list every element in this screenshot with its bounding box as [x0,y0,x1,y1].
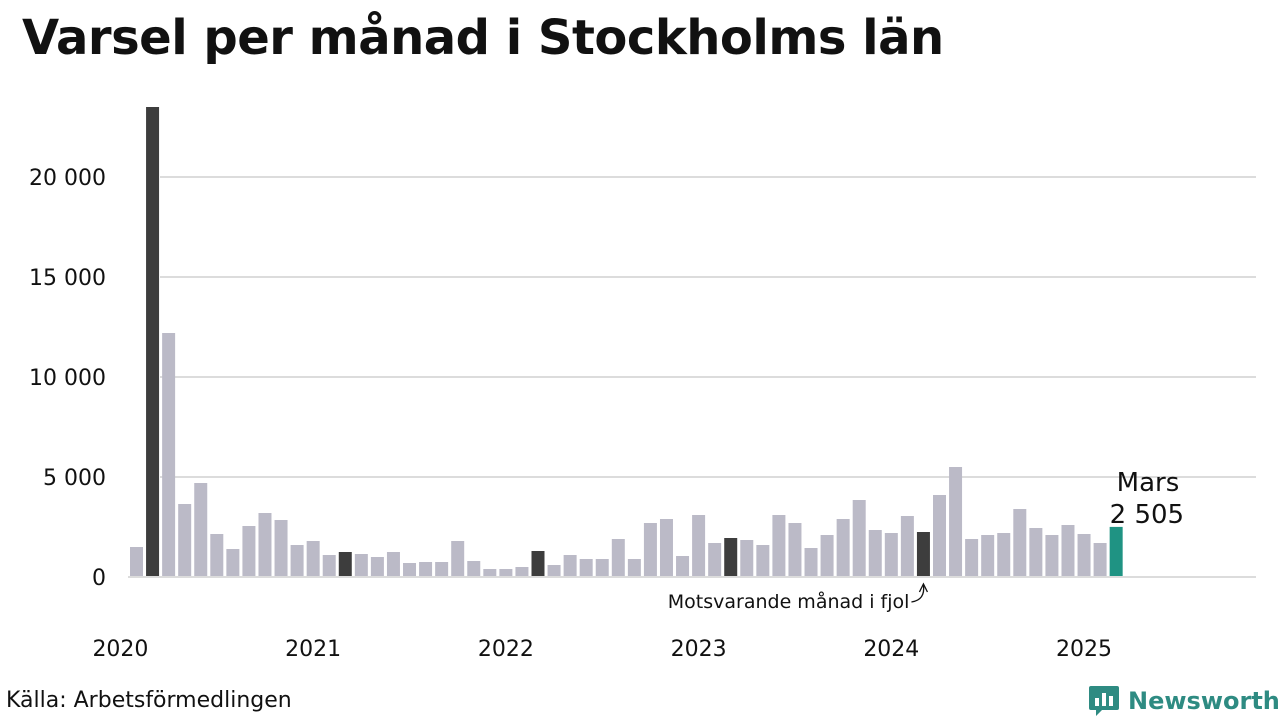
bar [531,551,545,577]
bar [130,547,143,577]
bar [981,535,995,577]
bar [659,519,673,577]
bar [563,555,577,577]
x-tick-label: 2024 [863,637,919,662]
y-tick-label: 5 000 [43,466,106,491]
bar [386,552,400,577]
bar [949,467,963,577]
y-tick-label: 0 [92,566,106,591]
current-value-label: 2 505 [1110,500,1184,530]
bar [290,545,304,577]
bar [451,541,465,577]
bar [900,516,914,577]
bar [724,538,738,577]
bar [146,107,160,577]
bar [595,559,609,577]
x-tick-label: 2021 [285,637,341,662]
bar [1045,535,1059,577]
bar [467,561,481,577]
bar [788,523,802,577]
bar [884,533,898,577]
bar [852,500,866,577]
bar [403,563,417,577]
bar [194,483,208,577]
y-tick-label: 20 000 [29,166,106,191]
x-axis: 2020 2021 2022 2023 2024 2025 [92,637,1112,662]
bar [483,569,497,577]
bar [515,567,529,577]
last-year-note: Motsvarande månad i fjol [668,590,910,613]
y-axis: 0 5 000 10 000 15 000 20 000 [29,166,106,591]
x-tick-label: 2020 [92,637,148,662]
bars [128,107,1256,578]
bar [868,530,882,577]
y-tick-label: 15 000 [29,266,106,291]
bar [274,520,288,577]
bar [579,559,593,577]
source-label: Källa: Arbetsförmedlingen [6,688,292,713]
bar [643,523,657,577]
bar [740,540,754,577]
brand: Newsworthy [1088,684,1280,718]
bar [1077,534,1091,577]
bar [322,555,336,577]
bar [210,534,224,577]
bar [354,554,368,577]
bar [1109,526,1123,577]
bar [836,519,850,577]
bar [178,504,192,577]
x-tick-label: 2022 [478,637,534,662]
bar [997,533,1011,577]
bar [226,549,240,577]
bar [242,526,256,577]
bar [1013,509,1027,577]
bar [435,562,449,577]
bar [419,562,433,577]
bar [804,548,818,577]
note-arrow [911,584,925,603]
y-tick-label: 10 000 [29,366,106,391]
bar [611,539,625,577]
bar [499,569,513,577]
bar [627,559,641,577]
bar [820,535,834,577]
bar [708,543,722,577]
bar [772,515,786,577]
page-title: Varsel per månad i Stockholms län [22,10,944,66]
bar [692,515,706,577]
x-tick-label: 2025 [1056,637,1112,662]
bar [258,513,272,577]
bar [370,557,384,577]
bar [1093,543,1107,577]
bar [162,333,176,577]
bar [965,539,979,577]
bar [306,541,320,577]
bar [547,565,561,577]
grid-lines [160,176,1256,578]
bar [916,532,930,577]
bar [756,545,770,577]
bar [1029,528,1043,577]
newsworthy-logo-icon [1089,686,1119,716]
note-arrow-head [918,582,929,593]
bar [1061,525,1075,577]
x-tick-label: 2023 [671,637,727,662]
current-month-label: Mars [1117,468,1180,498]
bar [676,556,690,577]
brand-name: Newsworthy [1128,687,1280,715]
bar [933,495,946,577]
bar [338,552,352,577]
